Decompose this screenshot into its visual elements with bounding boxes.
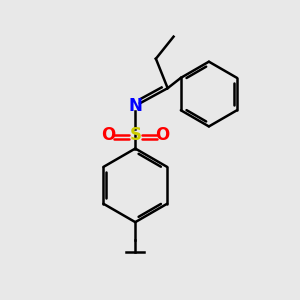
- Text: N: N: [128, 97, 142, 115]
- Text: S: S: [129, 126, 141, 144]
- Text: O: O: [155, 126, 169, 144]
- Text: O: O: [101, 126, 115, 144]
